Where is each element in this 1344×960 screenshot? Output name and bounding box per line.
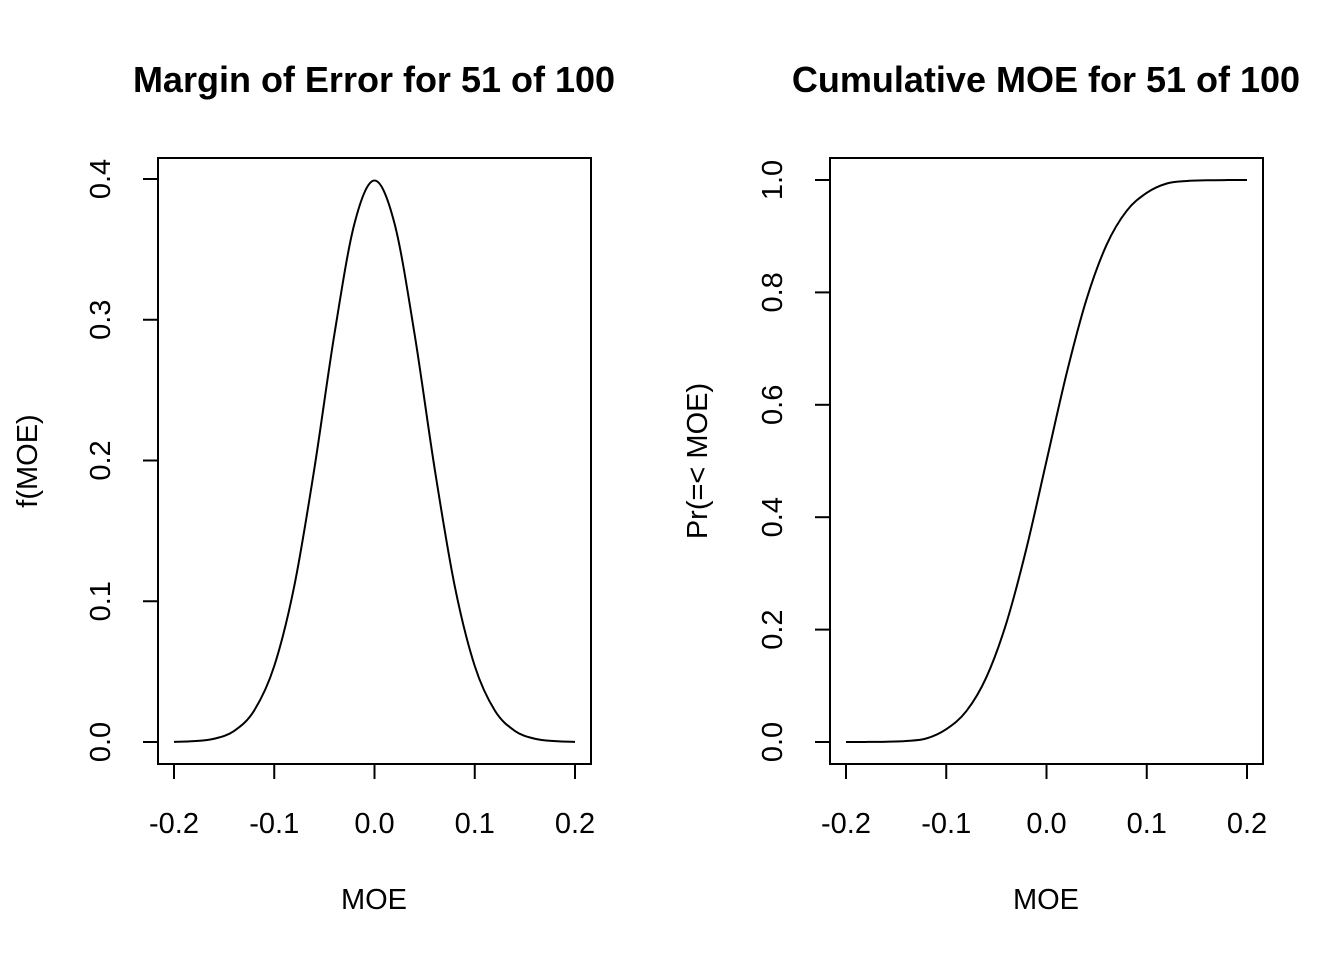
cumulative-x-tick-label: 0.0 — [1026, 808, 1066, 840]
density-series-line — [173, 179, 576, 743]
density-x-tick-label: 0.1 — [455, 808, 495, 840]
cumulative-series-line — [845, 179, 1248, 743]
cumulative-x-axis-label: MOE — [1013, 884, 1079, 916]
density-plot-frame — [157, 157, 592, 765]
density-y-tick-label: 0.1 — [85, 581, 117, 621]
density-chart-title: Margin of Error for 51 of 100 — [133, 59, 615, 100]
density-y-tick-label: 0.2 — [85, 440, 117, 480]
cumulative-x-ticks: -0.2 -0.1 0.0 0.1 0.2 — [821, 764, 1267, 840]
cumulative-x-tick-label: 0.1 — [1127, 808, 1167, 840]
cumulative-x-tick-label: 0.2 — [1227, 808, 1267, 840]
cumulative-y-ticks: 0.0 0.2 0.4 0.6 0.8 1.0 — [757, 160, 830, 762]
cumulative-chart-title: Cumulative MOE for 51 of 100 — [792, 59, 1300, 100]
cumulative-y-tick-label: 0.4 — [757, 497, 789, 537]
density-y-ticks: 0.0 0.1 0.2 0.3 0.4 — [85, 159, 158, 762]
density-panel: Margin of Error for 51 of 100 -0.2 -0.1 0.… — [12, 59, 615, 916]
cumulative-y-tick-label: 0.8 — [757, 272, 789, 312]
cumulative-panel: Cumulative MOE for 51 of 100 -0.2 -0.1 0.0… — [682, 59, 1300, 916]
density-y-tick-label: 0.3 — [85, 300, 117, 340]
density-x-tick-label: -0.1 — [249, 808, 299, 840]
cumulative-x-tick-label: -0.2 — [821, 808, 871, 840]
cumulative-y-axis-label: Pr(=< MOE) — [682, 383, 714, 539]
density-x-ticks: -0.2 -0.1 0.0 0.1 0.2 — [149, 764, 595, 840]
cumulative-y-tick-label: 0.2 — [757, 609, 789, 649]
density-y-axis-label: f(MOE) — [12, 414, 44, 507]
cumulative-x-tick-label: -0.1 — [921, 808, 971, 840]
density-x-tick-label: 0.2 — [555, 808, 595, 840]
cumulative-y-tick-label: 0.0 — [757, 722, 789, 762]
cumulative-y-tick-label: 0.6 — [757, 385, 789, 425]
density-x-tick-label: 0.0 — [354, 808, 394, 840]
density-x-tick-label: -0.2 — [149, 808, 199, 840]
density-y-tick-label: 0.0 — [85, 722, 117, 762]
cumulative-y-tick-label: 1.0 — [757, 160, 789, 200]
density-x-axis-label: MOE — [341, 884, 407, 916]
density-y-tick-label: 0.4 — [85, 159, 117, 199]
